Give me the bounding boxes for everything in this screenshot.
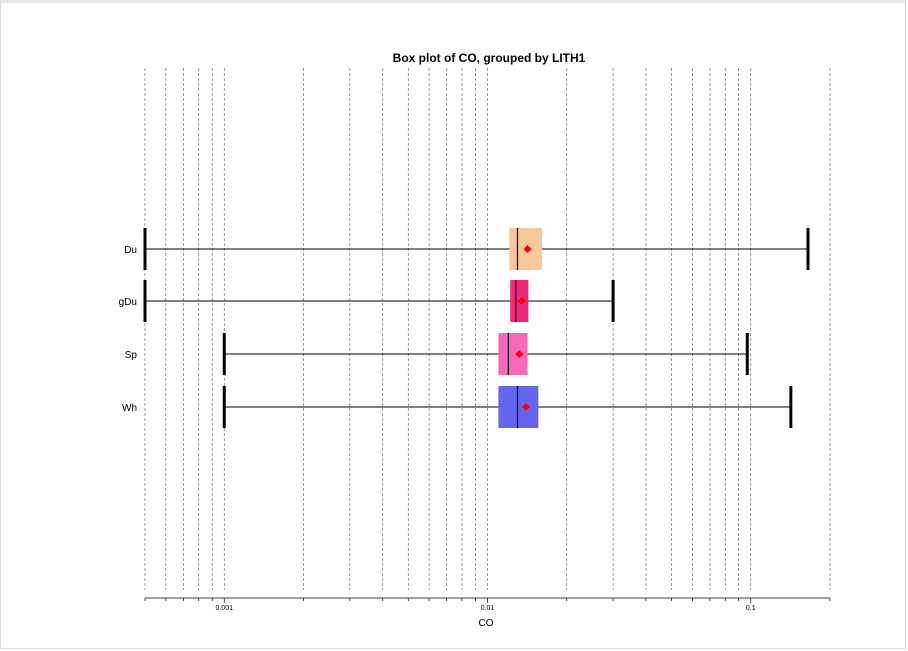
chart-title: Box plot of CO, grouped by LITH1 (393, 51, 586, 65)
x-tick-label: 0.01 (481, 605, 495, 612)
x-axis: 0.001 0.01 0.1 (144, 597, 831, 612)
box-iqr (498, 386, 539, 428)
x-tick-label: 0.1 (746, 605, 756, 612)
mean-marker (521, 403, 530, 411)
category-label-Wh: Wh (122, 403, 137, 414)
category-label-Sp: Sp (125, 350, 138, 361)
category-label-gDu: gDu (119, 297, 137, 308)
mean-marker (515, 350, 524, 358)
category-labels: Du gDu Sp Wh (119, 245, 138, 414)
box-group-Sp (498, 333, 528, 375)
box-group-gDu (510, 280, 529, 322)
category-label-Du: Du (124, 245, 137, 256)
boxes (498, 228, 542, 428)
x-tick-label: 0.001 (215, 605, 233, 612)
box-group-Du (509, 228, 542, 270)
mean-marker (517, 297, 526, 305)
box-group-Wh (498, 386, 539, 428)
x-axis-title: CO (479, 618, 494, 629)
grid-lines (144, 68, 831, 590)
whiskers (143, 228, 810, 428)
mean-marker (523, 245, 532, 253)
